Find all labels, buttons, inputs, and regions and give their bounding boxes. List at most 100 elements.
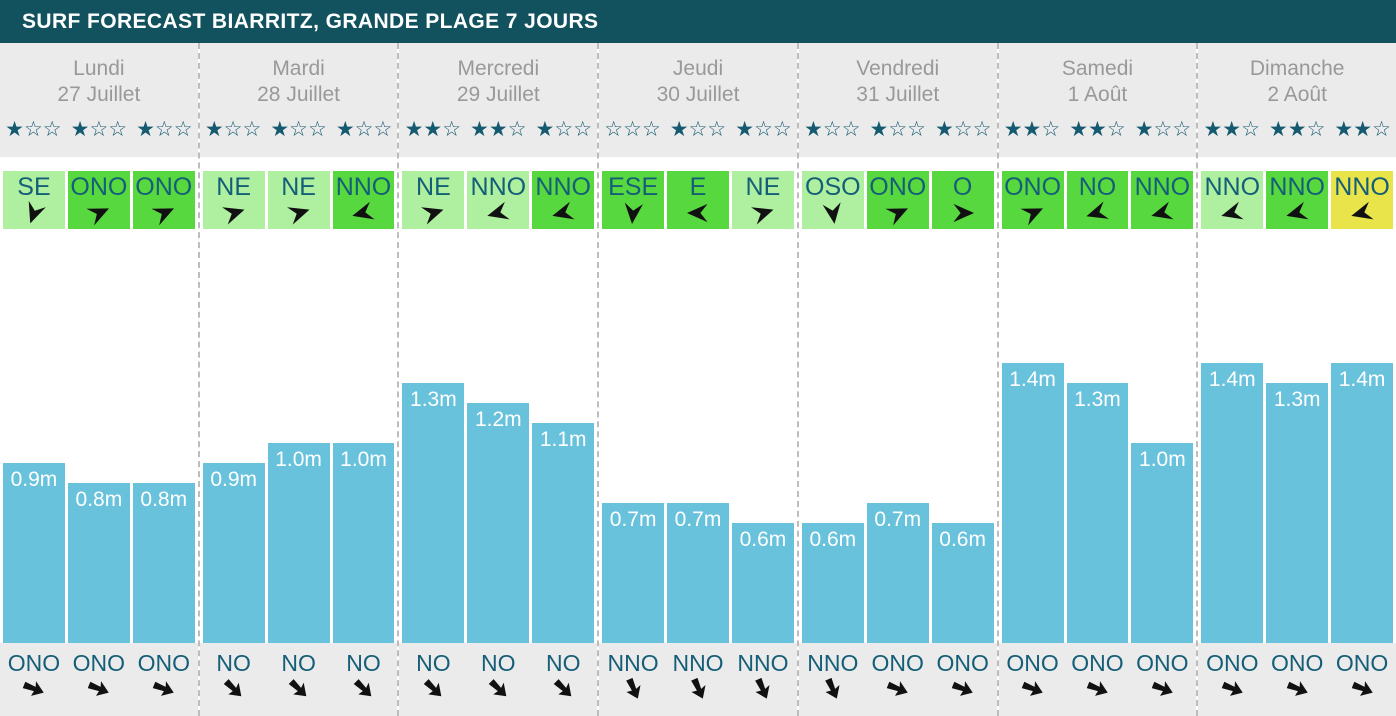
swell-direction-label: ONO	[1335, 650, 1389, 676]
forecast-days-container: Lundi 27 Juillet ★☆☆ ★☆☆ ★☆☆ SE ONO ONO 0.9m 0.8m…	[0, 43, 1396, 716]
star-group: ★★☆	[1069, 117, 1125, 142]
wind-arrow-icon	[28, 200, 46, 224]
wave-bar: 1.2m	[467, 403, 530, 643]
star-group: ★☆☆	[336, 117, 392, 142]
wind-arrow-icon	[1019, 208, 1043, 226]
star-empty-icon: ☆	[604, 118, 624, 141]
star-rating: ★☆☆ ★☆☆ ★☆☆	[799, 117, 997, 142]
day-name: Samedi	[1061, 57, 1134, 80]
day-date: 30 Juillet	[656, 83, 740, 106]
wave-height-label: 1.4m	[1208, 368, 1256, 391]
wind-box: NE	[731, 171, 794, 229]
wave-height-label: 1.3m	[1273, 388, 1321, 411]
swell-arrow-icon	[755, 677, 770, 699]
swell-slot: NNO	[802, 643, 864, 716]
wind-box: NNO	[332, 171, 395, 229]
swell-arrow-icon	[1221, 681, 1243, 696]
swell-arrow-icon	[886, 681, 908, 696]
wave-height-label: 0.8m	[75, 488, 123, 511]
wave-bar-slot: 1.4m	[1331, 229, 1394, 643]
wind-direction-label: O	[952, 173, 973, 201]
wave-bars: 1.4m 1.3m 1.4m	[1201, 229, 1394, 643]
star-group: ★☆☆	[804, 117, 860, 142]
day-forecast-body: SE ONO ONO 0.9m 0.8m 0.8m	[0, 157, 198, 643]
wind-box: NNO	[1266, 171, 1329, 229]
wind-direction-label: NNO	[470, 173, 527, 201]
wave-height-label: 0.6m	[939, 528, 986, 551]
swell-slot: NNO	[732, 643, 794, 716]
wave-height-chart: 1.4m 1.3m 1.0m	[1001, 229, 1194, 643]
wind-box: NE	[267, 171, 330, 229]
wave-height-chart: 0.7m 0.7m 0.6m	[602, 229, 794, 643]
wind-direction-label: OSO	[805, 173, 861, 201]
star-filled-icon: ★	[869, 118, 889, 141]
wind-direction-label: NE	[216, 173, 252, 201]
swell-slot: ONO	[932, 643, 994, 716]
wave-height-label: 1.2m	[474, 408, 522, 431]
swell-direction-label: ONO	[137, 650, 190, 676]
swell-arrow-icon	[690, 677, 706, 699]
swell-slot: NNO	[667, 643, 729, 716]
wind-arrow-icon	[1151, 201, 1174, 220]
star-filled-icon: ★	[934, 118, 954, 141]
star-filled-icon: ★	[535, 118, 555, 141]
wave-bar: 1.1m	[532, 423, 595, 643]
swell-arrow-icon	[625, 677, 641, 699]
star-empty-icon: ☆	[507, 118, 527, 141]
star-filled-icon: ★	[804, 118, 823, 141]
wind-box: NNO	[467, 171, 530, 229]
star-filled-icon: ★	[270, 118, 290, 141]
swell-direction-label: NO	[281, 650, 316, 676]
wave-bars: 1.3m 1.2m 1.1m	[402, 229, 595, 643]
day-header: Jeudi 30 Juillet ☆☆☆ ★☆☆ ★☆☆	[599, 43, 797, 157]
wind-row: ESE E NE	[602, 171, 794, 229]
wind-box: NNO	[1331, 171, 1394, 229]
star-empty-icon: ☆	[641, 118, 661, 141]
star-empty-icon: ☆	[223, 118, 243, 141]
swell-row: ONO ONO ONO	[0, 643, 198, 716]
swell-direction-label: ONO	[1006, 650, 1059, 676]
wind-arrow-icon	[352, 201, 376, 220]
star-group: ★☆☆	[670, 117, 726, 142]
wind-box: ONO	[866, 171, 929, 229]
star-rating: ★★☆ ★★☆ ★★☆	[1198, 117, 1396, 142]
swell-arrow-icon	[825, 677, 840, 699]
star-empty-icon: ☆	[1172, 118, 1192, 141]
star-filled-icon: ★	[204, 118, 224, 141]
day-forecast-body: NE NE NNO 0.9m 1.0m 1.0m	[199, 157, 398, 643]
wind-box: NO	[1066, 171, 1129, 229]
wave-bar: 1.0m	[267, 443, 330, 643]
star-rating: ★★☆ ★★☆ ★☆☆	[399, 117, 597, 142]
wind-row: SE ONO ONO	[3, 171, 195, 229]
wave-height-label: 1.0m	[340, 448, 387, 471]
wind-box: NE	[202, 171, 265, 229]
wind-arrow-icon	[286, 207, 310, 225]
wave-bars: 0.9m 1.0m 1.0m	[202, 229, 395, 643]
swell-arrow-icon	[88, 681, 110, 696]
swell-slot: NO	[402, 643, 464, 716]
day-name: Jeudi	[672, 57, 724, 80]
wave-bar-slot: 1.0m	[267, 229, 330, 643]
wind-box: NNO	[1201, 171, 1264, 229]
swell-direction-label: NNO	[807, 650, 859, 676]
star-empty-icon: ☆	[772, 118, 792, 141]
wave-bar-slot: 0.7m	[602, 229, 665, 643]
wave-bar-slot: 0.7m	[667, 229, 729, 643]
wave-bar: 1.0m	[332, 443, 395, 643]
star-group: ★☆☆	[536, 117, 592, 142]
star-empty-icon: ☆	[822, 118, 842, 141]
swell-slot: ONO	[68, 643, 130, 716]
swell-row: NO NO NO	[399, 643, 598, 716]
wave-height-chart: 0.9m 0.8m 0.8m	[3, 229, 195, 643]
wave-bar-slot: 1.4m	[1001, 229, 1064, 643]
star-filled-icon: ★	[5, 118, 24, 141]
star-rating: ★★☆ ★★☆ ★☆☆	[999, 117, 1197, 142]
star-filled-icon: ★	[1069, 118, 1089, 141]
star-empty-icon: ☆	[888, 118, 908, 141]
star-group: ★☆☆	[935, 117, 991, 142]
star-empty-icon: ☆	[289, 118, 308, 141]
star-group: ★☆☆	[71, 117, 127, 142]
wave-bar-slot: 1.2m	[467, 229, 530, 643]
star-empty-icon: ☆	[354, 118, 374, 141]
wave-bars: 0.7m 0.7m 0.6m	[602, 229, 794, 643]
